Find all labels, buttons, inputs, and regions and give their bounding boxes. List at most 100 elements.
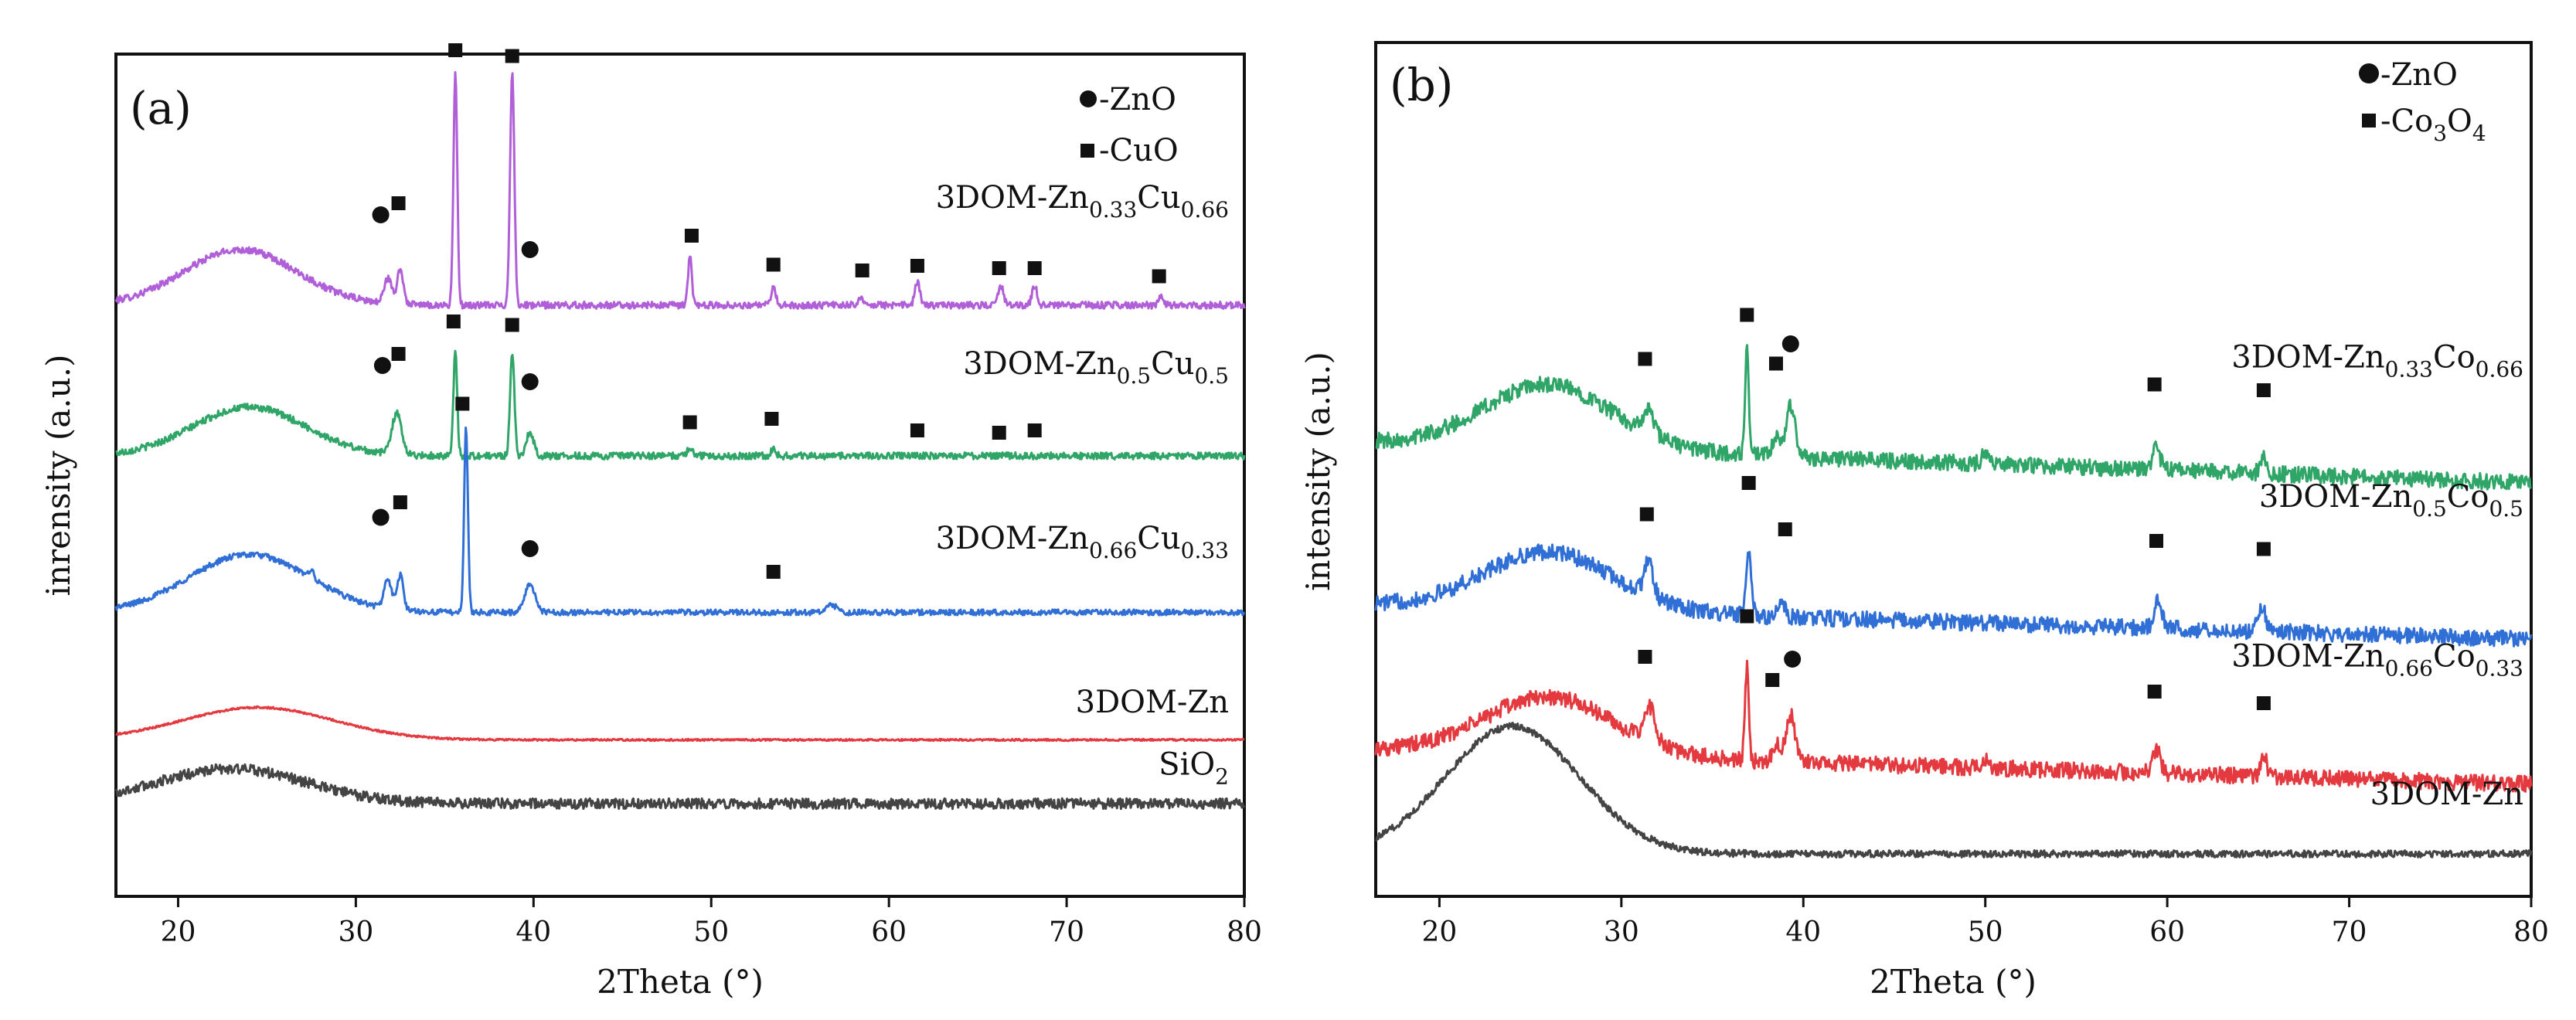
panel-b-x-axis-title: 2Theta (°) bbox=[1870, 963, 2037, 1001]
oxide-peak-marker bbox=[2256, 696, 2271, 710]
series-a-0-label: 3DOM-Zn0.33Cu0.66 bbox=[936, 180, 1229, 223]
panel-b-x-ticks: 20 30 40 50 60 70 80 bbox=[1421, 896, 2549, 948]
panel-b-label: (b) bbox=[1390, 59, 1453, 111]
zno-peak-marker bbox=[372, 508, 390, 526]
oxide-peak-marker bbox=[1152, 269, 1166, 284]
oxide-peak-marker bbox=[1638, 650, 1652, 664]
oxide-peak-marker bbox=[684, 229, 699, 243]
oxide-peak-marker bbox=[910, 259, 924, 273]
oxide-peak-marker bbox=[1768, 356, 1783, 371]
zno-peak-marker bbox=[1781, 335, 1799, 352]
panel-b-tick-label: 60 bbox=[2149, 916, 2185, 948]
oxide-peak-marker bbox=[682, 415, 697, 430]
panel-b-tick-label: 40 bbox=[1785, 916, 1821, 948]
legend-a-item-0: -ZnO bbox=[1099, 82, 1176, 117]
panel-a-label: (a) bbox=[130, 82, 192, 134]
panel-a-series-group bbox=[114, 71, 1246, 811]
legend-b-item-0: -ZnO bbox=[2380, 57, 2458, 93]
oxide-peak-marker bbox=[455, 396, 470, 411]
series-b-2-line bbox=[1374, 659, 2533, 793]
panel-b-y-axis-title: intensity (a.u.) bbox=[1299, 352, 1337, 591]
panel-a-frame bbox=[114, 53, 1246, 898]
series-a-2-label: 3DOM-Zn0.66Cu0.33 bbox=[936, 521, 1229, 563]
panel-a-tick-label: 70 bbox=[1049, 916, 1084, 948]
panel-b-frame bbox=[1374, 41, 2533, 898]
series-a-2-line bbox=[114, 426, 1246, 617]
series-b-0-line bbox=[1375, 344, 2532, 491]
oxide-peak-marker bbox=[1027, 261, 1042, 275]
series-b-1-line bbox=[1374, 543, 2533, 648]
zno-peak-marker bbox=[373, 357, 391, 374]
panel-a-tick-label: 40 bbox=[516, 916, 551, 948]
oxide-peak-marker bbox=[1027, 423, 1042, 437]
oxide-peak-marker bbox=[1638, 352, 1652, 366]
panel-a-peak-markers bbox=[372, 43, 1166, 579]
series-b-3-label: 3DOM-Zn bbox=[2370, 777, 2523, 812]
panel-b-tick-label: 20 bbox=[1421, 916, 1457, 948]
panel-a-x-axis-title: 2Theta (°) bbox=[597, 963, 764, 1001]
oxide-peak-marker bbox=[1765, 673, 1780, 687]
series-a-3-label: 3DOM-Zn bbox=[1076, 685, 1229, 720]
zno-peak-marker bbox=[521, 540, 539, 557]
oxide-peak-marker bbox=[992, 261, 1006, 275]
series-a-4-line bbox=[114, 763, 1246, 811]
panel-b-tick-label: 80 bbox=[2513, 916, 2549, 948]
oxide-peak-marker bbox=[505, 318, 519, 332]
series-a-3-line bbox=[115, 705, 1245, 743]
oxide-peak-marker bbox=[1741, 476, 1756, 490]
oxide-peak-marker bbox=[446, 314, 461, 328]
oxide-peak-marker bbox=[2147, 685, 2162, 699]
oxide-peak-marker bbox=[391, 347, 406, 361]
panel-a-y-axis-title: inrensity (a.u.) bbox=[39, 355, 77, 597]
zno-peak-marker bbox=[1784, 651, 1802, 668]
panel-a: (a) 2Theta (°) inrensity (a.u.) 20 30 40 50… bbox=[39, 43, 1262, 1001]
oxide-peak-marker bbox=[2149, 534, 2164, 548]
oxide-peak-marker bbox=[1740, 609, 1754, 624]
panel-b-peak-markers bbox=[1638, 308, 2271, 710]
panel-a-curve-labels: 3DOM-Zn0.33Cu0.66 3DOM-Zn0.5Cu0.5 3DOM-Zn0… bbox=[936, 180, 1229, 790]
oxide-peak-marker bbox=[1639, 507, 1654, 522]
series-b-0-label: 3DOM-Zn0.33Co0.66 bbox=[2231, 339, 2523, 382]
oxide-peak-marker bbox=[2256, 542, 2271, 556]
panel-a-tick-label: 80 bbox=[1227, 916, 1262, 948]
panel-a-tick-label: 30 bbox=[338, 916, 373, 948]
zno-peak-marker bbox=[372, 206, 390, 223]
oxide-peak-marker bbox=[448, 43, 463, 57]
legend-a-item-1: -CuO bbox=[1099, 133, 1179, 168]
panel-a-tick-label: 20 bbox=[161, 916, 196, 948]
legend-a-square-icon bbox=[1080, 144, 1094, 158]
legend-b-item-1: -Co3O4 bbox=[2380, 104, 2486, 146]
panel-b-curve-labels: 3DOM-Zn0.33Co0.66 3DOM-Zn0.5Co0.5 3DOM-Zn0… bbox=[2231, 339, 2523, 812]
series-a-0-line bbox=[114, 71, 1246, 310]
oxide-peak-marker bbox=[1778, 522, 1792, 536]
series-b-1-label: 3DOM-Zn0.5Co0.5 bbox=[2259, 479, 2523, 522]
panel-a-x-ticks: 20 30 40 50 60 70 80 bbox=[161, 896, 1262, 948]
legend-b-square-icon bbox=[2362, 114, 2376, 128]
oxide-peak-marker bbox=[766, 565, 781, 579]
oxide-peak-marker bbox=[992, 426, 1006, 440]
oxide-peak-marker bbox=[766, 257, 781, 272]
panel-a-tick-label: 50 bbox=[693, 916, 729, 948]
legend-a-circle-icon bbox=[1080, 90, 1097, 107]
panel-b: (b) 2Theta (°) intensity (a.u.) 20 30 40 50… bbox=[1299, 41, 2549, 1001]
oxide-peak-marker bbox=[1740, 308, 1754, 322]
oxide-peak-marker bbox=[2147, 377, 2162, 392]
series-b-3-line bbox=[1375, 722, 2533, 858]
series-a-1-line bbox=[115, 349, 1246, 461]
panel-b-tick-label: 30 bbox=[1604, 916, 1639, 948]
oxide-peak-marker bbox=[764, 412, 779, 426]
series-a-4-label: SiO2 bbox=[1159, 747, 1229, 790]
oxide-peak-marker bbox=[391, 196, 406, 210]
panel-a-tick-label: 60 bbox=[871, 916, 907, 948]
zno-peak-marker bbox=[521, 373, 539, 390]
oxide-peak-marker bbox=[393, 495, 407, 509]
oxide-peak-marker bbox=[855, 264, 869, 277]
series-a-1-label: 3DOM-Zn0.5Cu0.5 bbox=[963, 346, 1229, 389]
panel-b-tick-label: 70 bbox=[2332, 916, 2367, 948]
panel-b-legend: -ZnO -Co3O4 bbox=[2359, 57, 2486, 146]
oxide-peak-marker bbox=[505, 49, 519, 63]
legend-b-circle-icon bbox=[2359, 63, 2379, 83]
series-b-2-label: 3DOM-Zn0.66Co0.33 bbox=[2231, 639, 2523, 682]
panel-b-tick-label: 50 bbox=[1968, 916, 2003, 948]
